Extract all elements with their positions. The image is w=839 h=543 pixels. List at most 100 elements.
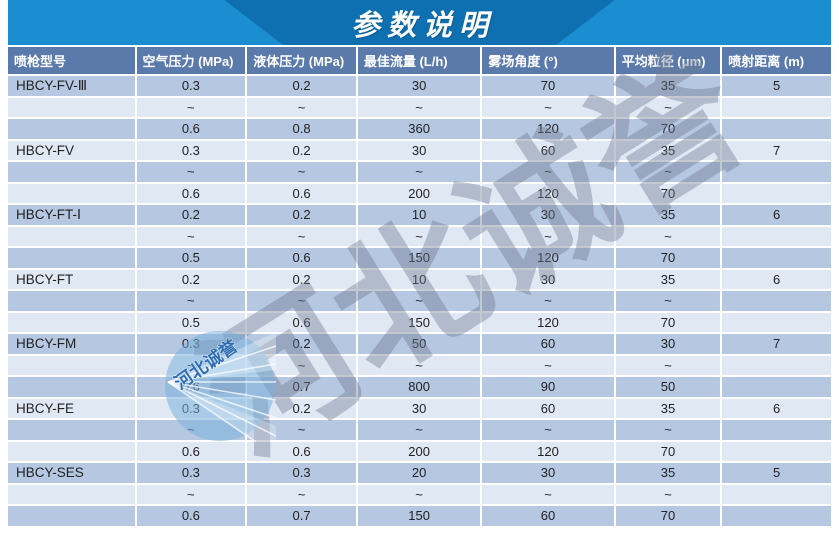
value-cell: 0.3: [136, 140, 246, 160]
value-cell: 20: [357, 463, 481, 483]
table-row: HBCY-SES 0.3 0.3 20 30 35 5: [8, 463, 831, 483]
value-cell: 0.3: [136, 76, 246, 96]
value-cell: ~: [247, 355, 356, 375]
table-row: HBCY-FE 0.3 0.2 30 60 35 6: [8, 398, 831, 418]
value-cell: 35: [615, 463, 721, 483]
value-cell: 0.6: [247, 312, 356, 332]
value-cell: ~: [357, 97, 481, 117]
value-cell: 800: [357, 377, 481, 397]
model-cell: [8, 291, 135, 311]
value-cell: 35: [615, 140, 721, 160]
model-cell: [8, 312, 135, 332]
value-cell: 50: [357, 334, 481, 354]
value-cell: ~: [615, 226, 721, 246]
value-cell: 0.3: [136, 398, 246, 418]
title-banner: 参数说明: [8, 0, 831, 45]
value-cell: ~: [136, 162, 246, 182]
column-header: 雾场角度 (°): [482, 47, 614, 74]
value-cell: [722, 377, 831, 397]
value-cell: 0.7: [247, 506, 356, 526]
value-cell: [722, 420, 831, 440]
value-cell: 0.2: [136, 269, 246, 289]
value-cell: 70: [615, 312, 721, 332]
table-row: 0.6 0.8 360 120 70: [8, 119, 831, 139]
value-cell: 30: [357, 76, 481, 96]
table-row: ~ ~ ~ ~ ~: [8, 484, 831, 504]
value-cell: 0.2: [136, 205, 246, 225]
value-cell: 6: [722, 398, 831, 418]
value-cell: 0.6: [247, 441, 356, 461]
table-body: HBCY-FV-Ⅲ 0.3 0.2 30 70 35 5 ~ ~ ~ ~ ~0.6 0.8 360 120 7…: [8, 76, 831, 526]
value-cell: [722, 484, 831, 504]
table-row: HBCY-FV-Ⅲ 0.3 0.2 30 70 35 5: [8, 76, 831, 96]
value-cell: 0.6: [247, 183, 356, 203]
title-ribbon: 参数说明: [224, 0, 615, 45]
value-cell: 150: [357, 312, 481, 332]
value-cell: 30: [615, 334, 721, 354]
value-cell: 0.7: [247, 377, 356, 397]
value-cell: [722, 226, 831, 246]
value-cell: 0.2: [247, 398, 356, 418]
value-cell: ~: [482, 484, 614, 504]
value-cell: ~: [482, 420, 614, 440]
value-cell: 10: [357, 269, 481, 289]
value-cell: 70: [615, 441, 721, 461]
value-cell: ~: [357, 484, 481, 504]
value-cell: 120: [482, 183, 614, 203]
value-cell: 35: [615, 398, 721, 418]
model-cell: [8, 162, 135, 182]
value-cell: ~: [247, 97, 356, 117]
model-cell: [8, 441, 135, 461]
value-cell: 0.2: [247, 205, 356, 225]
value-cell: ~: [615, 355, 721, 375]
model-cell: HBCY-SES: [8, 463, 135, 483]
model-cell: [8, 119, 135, 139]
value-cell: 35: [615, 205, 721, 225]
value-cell: ~: [482, 97, 614, 117]
model-cell: HBCY-FV-Ⅲ: [8, 76, 135, 96]
table-row: 0.5 0.6 150 120 70: [8, 312, 831, 332]
value-cell: ~: [247, 420, 356, 440]
value-cell: 200: [357, 183, 481, 203]
value-cell: 0.6: [136, 119, 246, 139]
value-cell: 30: [482, 463, 614, 483]
value-cell: 6: [722, 269, 831, 289]
page-title: 参数说明: [350, 9, 495, 42]
table-row: ~ ~ ~ ~ ~: [8, 162, 831, 182]
value-cell: 0.6: [136, 183, 246, 203]
value-cell: [722, 291, 831, 311]
value-cell: 35: [615, 76, 721, 96]
table-row: HBCY-FT-Ⅰ 0.2 0.2 10 30 35 6: [8, 205, 831, 225]
value-cell: ~: [247, 162, 356, 182]
value-cell: [722, 441, 831, 461]
value-cell: ~: [615, 484, 721, 504]
model-cell: [8, 377, 135, 397]
value-cell: 60: [482, 140, 614, 160]
value-cell: ~: [136, 484, 246, 504]
table-row: ~ ~ ~ ~ ~: [8, 97, 831, 117]
value-cell: 60: [482, 334, 614, 354]
model-cell: [8, 248, 135, 268]
column-header: 液体压力 (MPa): [247, 47, 356, 74]
value-cell: ~: [136, 355, 246, 375]
value-cell: 50: [615, 377, 721, 397]
value-cell: ~: [615, 162, 721, 182]
value-cell: 0.3: [136, 463, 246, 483]
value-cell: 0.6: [136, 506, 246, 526]
model-cell: [8, 183, 135, 203]
table-row: HBCY-FT 0.2 0.2 10 30 35 6: [8, 269, 831, 289]
value-cell: 120: [482, 248, 614, 268]
value-cell: ~: [357, 291, 481, 311]
value-cell: [722, 506, 831, 526]
value-cell: ~: [136, 226, 246, 246]
value-cell: 0.3: [136, 334, 246, 354]
column-header: 喷枪型号: [8, 47, 135, 74]
value-cell: 60: [482, 506, 614, 526]
table-header-row: 喷枪型号 空气压力 (MPa) 液体压力 (MPa) 最佳流量 (L/h) 雾场角度 (…: [8, 47, 831, 74]
model-cell: [8, 355, 135, 375]
model-cell: HBCY-FT-Ⅰ: [8, 205, 135, 225]
table-row: 0.6 0.6 200 120 70: [8, 183, 831, 203]
value-cell: 30: [482, 269, 614, 289]
value-cell: 0.2: [247, 334, 356, 354]
model-cell: [8, 420, 135, 440]
